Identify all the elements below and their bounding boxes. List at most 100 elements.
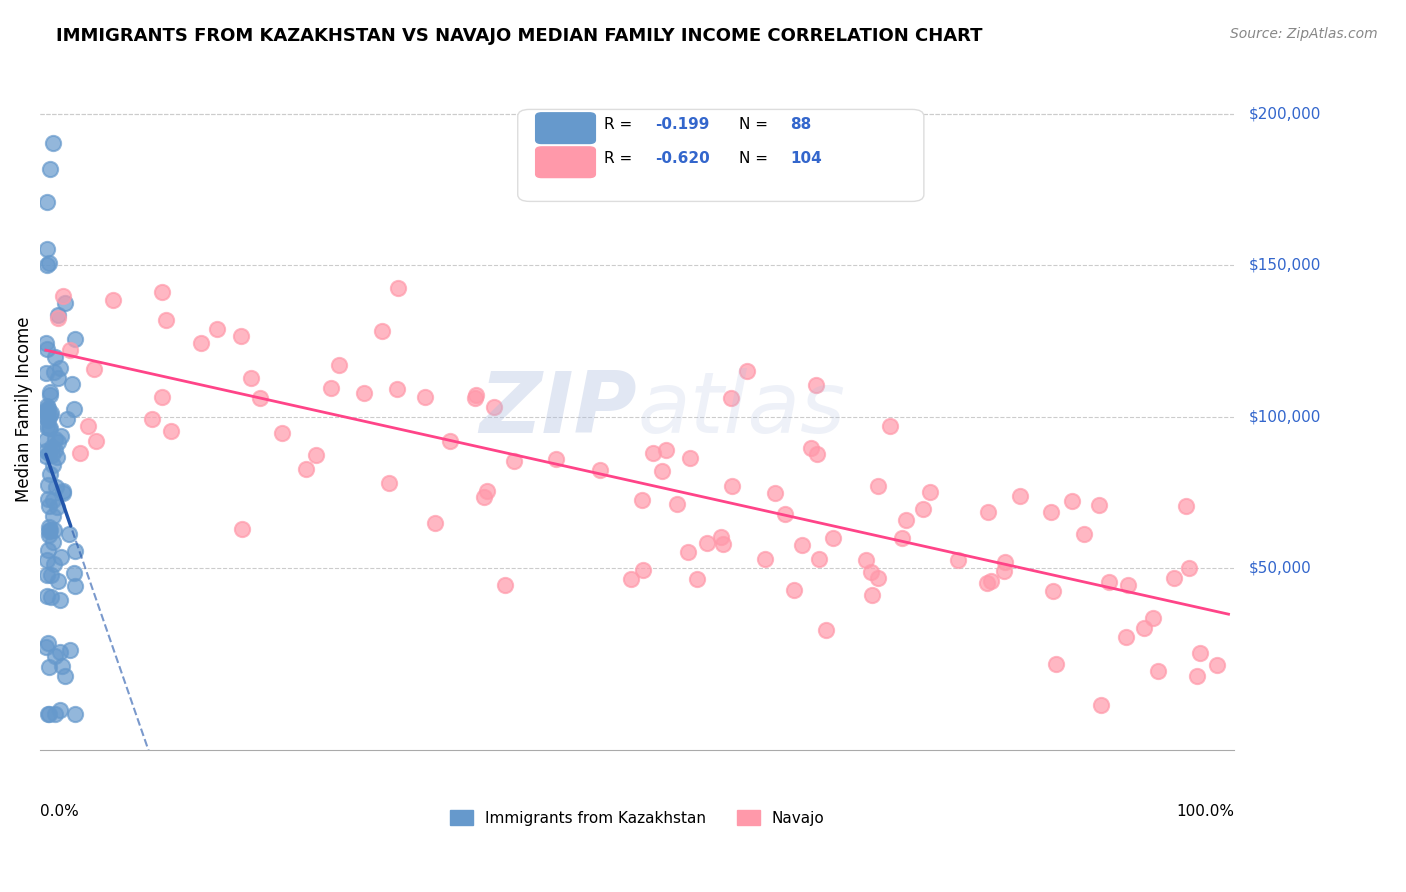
- Point: [35, 342, 58, 356]
- Text: N =: N =: [738, 117, 773, 132]
- Point: [38, 500, 60, 514]
- Point: [49, 593, 72, 607]
- Point: [37, 400, 59, 414]
- Point: [38, 256, 60, 270]
- Point: [319, 381, 342, 395]
- Point: [38, 524, 60, 538]
- Point: [651, 464, 673, 478]
- Text: R =: R =: [603, 117, 637, 132]
- Point: [44, 442, 66, 457]
- Point: [249, 391, 271, 405]
- Point: [41, 440, 63, 454]
- Point: [735, 364, 758, 378]
- Point: [655, 443, 678, 458]
- Point: [35, 443, 58, 458]
- Point: [855, 553, 877, 567]
- Point: [821, 531, 844, 545]
- Point: [51, 549, 73, 564]
- Point: [35, 405, 58, 419]
- Point: [1205, 658, 1227, 673]
- Point: [378, 475, 401, 490]
- Point: [51, 659, 73, 673]
- Point: [387, 281, 409, 295]
- Point: [1133, 621, 1156, 635]
- Point: [39, 388, 62, 402]
- Text: ZIP: ZIP: [479, 368, 637, 450]
- Point: [46, 450, 69, 464]
- Point: [58, 526, 80, 541]
- Point: [912, 502, 935, 516]
- Point: [474, 490, 496, 504]
- Point: [294, 461, 316, 475]
- Point: [696, 536, 718, 550]
- Point: [44, 350, 66, 364]
- Point: [1045, 657, 1067, 671]
- Point: [868, 571, 890, 585]
- Point: [464, 388, 486, 402]
- Text: IMMIGRANTS FROM KAZAKHSTAN VS NAVAJO MEDIAN FAMILY INCOME CORRELATION CHART: IMMIGRANTS FROM KAZAKHSTAN VS NAVAJO MED…: [56, 27, 983, 45]
- Y-axis label: Median Family Income: Median Family Income: [15, 317, 32, 502]
- Point: [205, 321, 228, 335]
- Point: [633, 563, 655, 577]
- Point: [59, 343, 82, 357]
- Point: [44, 365, 66, 379]
- Point: [1062, 493, 1084, 508]
- Point: [1098, 574, 1121, 589]
- Point: [38, 446, 60, 460]
- Point: [814, 623, 837, 637]
- Point: [141, 411, 163, 425]
- Point: [503, 454, 526, 468]
- Point: [52, 485, 75, 500]
- Point: [37, 401, 59, 415]
- Point: [353, 385, 375, 400]
- Point: [101, 293, 124, 307]
- Point: [860, 588, 883, 602]
- Point: [229, 329, 252, 343]
- Point: [60, 376, 83, 391]
- Point: [63, 401, 86, 416]
- Point: [42, 136, 65, 151]
- Point: [37, 403, 59, 417]
- Point: [49, 360, 72, 375]
- Point: [477, 483, 499, 498]
- Point: [38, 385, 60, 400]
- Point: [76, 418, 98, 433]
- Point: [45, 500, 67, 514]
- Point: [37, 543, 59, 558]
- Point: [544, 452, 567, 467]
- Point: [37, 706, 59, 721]
- Text: N =: N =: [738, 151, 773, 166]
- Text: 104: 104: [790, 151, 823, 166]
- Point: [1118, 578, 1140, 592]
- Point: [896, 513, 918, 527]
- Point: [150, 285, 173, 299]
- Point: [37, 492, 59, 507]
- Text: -0.620: -0.620: [655, 151, 710, 166]
- Point: [37, 636, 59, 650]
- Text: $100,000: $100,000: [1249, 409, 1320, 425]
- Point: [39, 467, 62, 481]
- Point: [721, 478, 744, 492]
- Point: [38, 162, 60, 177]
- Point: [371, 324, 394, 338]
- Point: [38, 706, 60, 721]
- Point: [38, 520, 60, 534]
- Point: [328, 358, 350, 372]
- Text: $150,000: $150,000: [1249, 258, 1320, 273]
- Point: [39, 524, 62, 538]
- Point: [44, 432, 66, 446]
- Point: [890, 531, 912, 545]
- Point: [676, 545, 699, 559]
- Point: [44, 706, 66, 721]
- Text: atlas: atlas: [637, 368, 845, 450]
- Point: [69, 445, 91, 459]
- Point: [42, 534, 65, 549]
- Point: [1185, 669, 1208, 683]
- Point: [765, 486, 787, 500]
- Point: [37, 589, 59, 603]
- Text: 0.0%: 0.0%: [39, 805, 79, 820]
- Point: [83, 362, 105, 376]
- Point: [993, 564, 1015, 578]
- Point: [150, 390, 173, 404]
- Text: $200,000: $200,000: [1249, 106, 1320, 121]
